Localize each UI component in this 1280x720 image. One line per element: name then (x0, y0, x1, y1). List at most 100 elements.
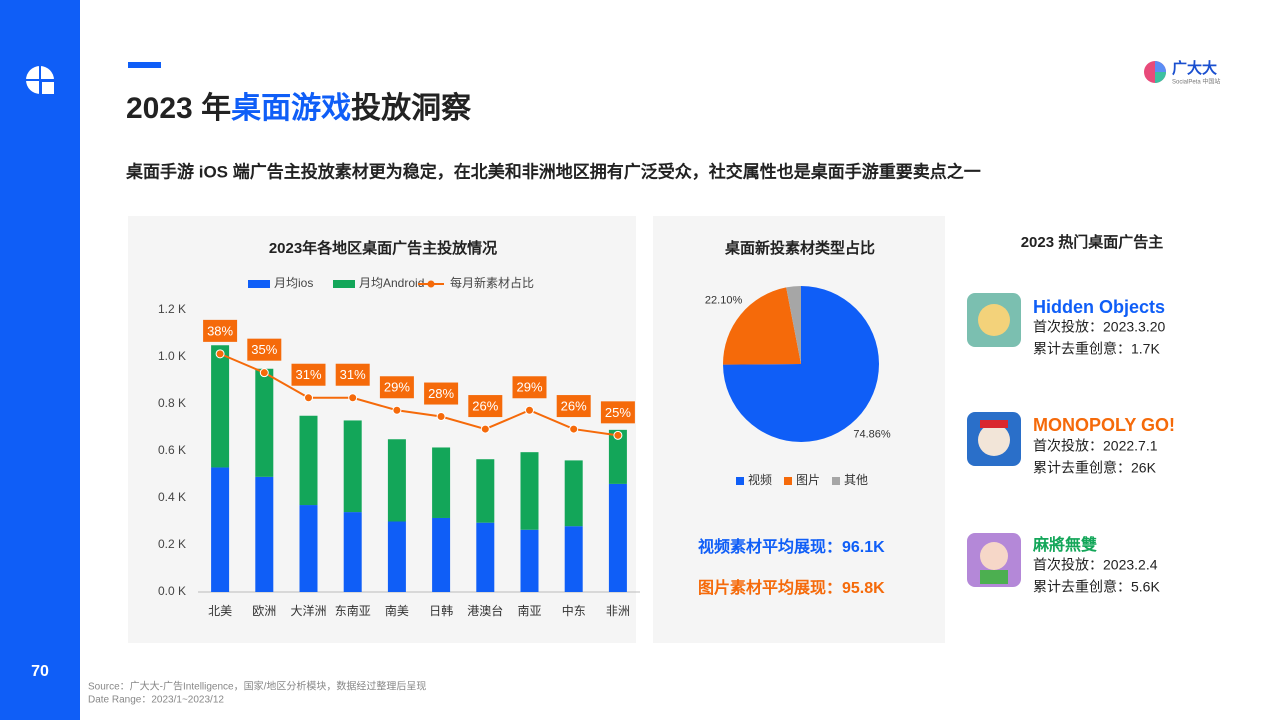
line-dot (480, 424, 490, 434)
stat: 视频素材平均展现：96.1K (698, 537, 885, 556)
advertiser-first: 首次投放：2023.3.20 (1033, 319, 1165, 335)
bar-segment (255, 368, 274, 477)
title-part: 投放洞察 (351, 91, 472, 125)
advertiser-creatives: 累计去重创意：26K (1033, 460, 1157, 476)
chart-title: 2023年各地区桌面广告主投放情况 (269, 239, 497, 257)
page-number: 70 (31, 663, 49, 680)
data-label: 22.10% (705, 295, 743, 307)
data-label: 29% (516, 380, 542, 395)
data-label-box (512, 376, 547, 399)
data-label-box (424, 382, 459, 405)
legend-label: 月均Android (359, 276, 424, 290)
bar-segment (387, 439, 406, 522)
x-tick-label: 港澳台 (467, 603, 503, 618)
legend-dot (427, 280, 435, 288)
title: 2023 年桌面游戏投放洞察 (126, 91, 472, 125)
y-tick-label: 0.0 K (158, 584, 186, 598)
y-tick-label: 0.8 K (158, 396, 186, 410)
legend-swatch (333, 280, 355, 288)
y-tick-label: 0.4 K (158, 490, 186, 504)
advertiser-first: 首次投放：2022.7.1 (1033, 438, 1158, 454)
bar-segment (211, 345, 230, 468)
bar-segment (299, 415, 318, 506)
line-dot (348, 393, 358, 403)
data-label: 29% (384, 380, 410, 395)
x-tick-label: 中东 (562, 603, 586, 618)
logo-sub: SocialPeta 中国站 (1172, 78, 1220, 86)
title-part: 2023 年 (126, 92, 231, 125)
data-label-box (556, 395, 591, 418)
bar-segment (432, 447, 451, 518)
legend-swatch (248, 280, 270, 288)
x-tick-label: 欧洲 (252, 604, 276, 618)
legend-label: 其他 (844, 473, 868, 487)
bar-segment (255, 476, 274, 592)
data-label: 26% (561, 399, 587, 414)
legend-swatch (832, 477, 840, 485)
bar-segment (476, 459, 495, 523)
legend-label: 视频 (748, 472, 772, 487)
data-label-box (247, 338, 282, 361)
data-label: 35% (251, 342, 277, 357)
accent-bar (128, 62, 161, 68)
advertiser-creatives: 累计去重创意：1.7K (1033, 341, 1160, 357)
data-label-box (335, 363, 370, 386)
icon (967, 293, 1021, 347)
bar-segment (476, 522, 495, 592)
line-dot (569, 424, 579, 434)
line-dot (525, 405, 534, 415)
bar-segment (608, 483, 627, 592)
stat: 图片素材平均展现：95.8K (698, 578, 885, 597)
line-dot (613, 430, 623, 440)
x-tick-label: 非洲 (606, 604, 630, 618)
legend-label: 月均ios (274, 276, 313, 290)
bar-segment (564, 460, 583, 527)
x-tick-label: 东南亚 (335, 603, 371, 618)
icon (967, 412, 1021, 466)
bar-segment (608, 429, 627, 484)
advertiser-name: Hidden Objects (1033, 297, 1165, 317)
pie-slice (786, 286, 801, 364)
x-tick-label: 南美 (385, 603, 409, 618)
data-label-box (600, 401, 635, 424)
advertiser-name: MONOPOLY GO! (1033, 415, 1175, 435)
legend-swatch (736, 477, 744, 485)
subtitle: 桌面手游 iOS 端广告主投放素材更为稳定，在北美和非洲地区拥有广泛受众，社交属… (126, 161, 981, 181)
line-dot (304, 393, 313, 403)
data-label: 25% (605, 405, 631, 420)
bar-segment (564, 526, 583, 592)
bar-segment (387, 521, 406, 592)
line-dot (215, 349, 225, 359)
line-dot (392, 405, 402, 415)
y-tick-label: 0.2 K (158, 537, 186, 551)
y-tick-label: 1.0 K (158, 349, 186, 363)
line-dot (259, 368, 269, 378)
icon (967, 533, 1021, 587)
bar-segment (432, 517, 451, 592)
advertiser-creatives: 累计去重创意：5.6K (1033, 579, 1160, 595)
bar-segment (211, 467, 230, 592)
line (219, 352, 619, 437)
sidebar (0, 0, 80, 720)
y-tick-label: 0.6 K (158, 443, 186, 457)
date-range: Date Range：2023/1~2023/12 (88, 695, 224, 706)
data-label-box (291, 363, 326, 386)
chart-title: 桌面新投素材类型占比 (724, 239, 875, 257)
pie-slice (722, 287, 801, 365)
data-label: 38% (207, 323, 233, 338)
x-tick-label: 大洋洲 (290, 603, 326, 618)
pie-slice (723, 286, 879, 442)
data-label-box (468, 395, 503, 418)
advertisers-title: 2023 热门桌面广告主 (1021, 233, 1164, 251)
bar-segment (343, 512, 362, 592)
bar-segment (343, 420, 362, 513)
logo-text: 广大大 (1172, 59, 1217, 77)
advertiser-name: 麻將無雙 (1032, 535, 1097, 554)
bar-segment (299, 505, 318, 592)
line-dot (436, 412, 446, 422)
logo: 广大大 SocialPeta 中国站 (1144, 59, 1220, 86)
source: Source：广大大-广告Intelligence，国家/地区分析模块，数据经过… (88, 680, 426, 693)
data-label: 26% (472, 399, 498, 414)
data-label: 31% (295, 367, 321, 382)
